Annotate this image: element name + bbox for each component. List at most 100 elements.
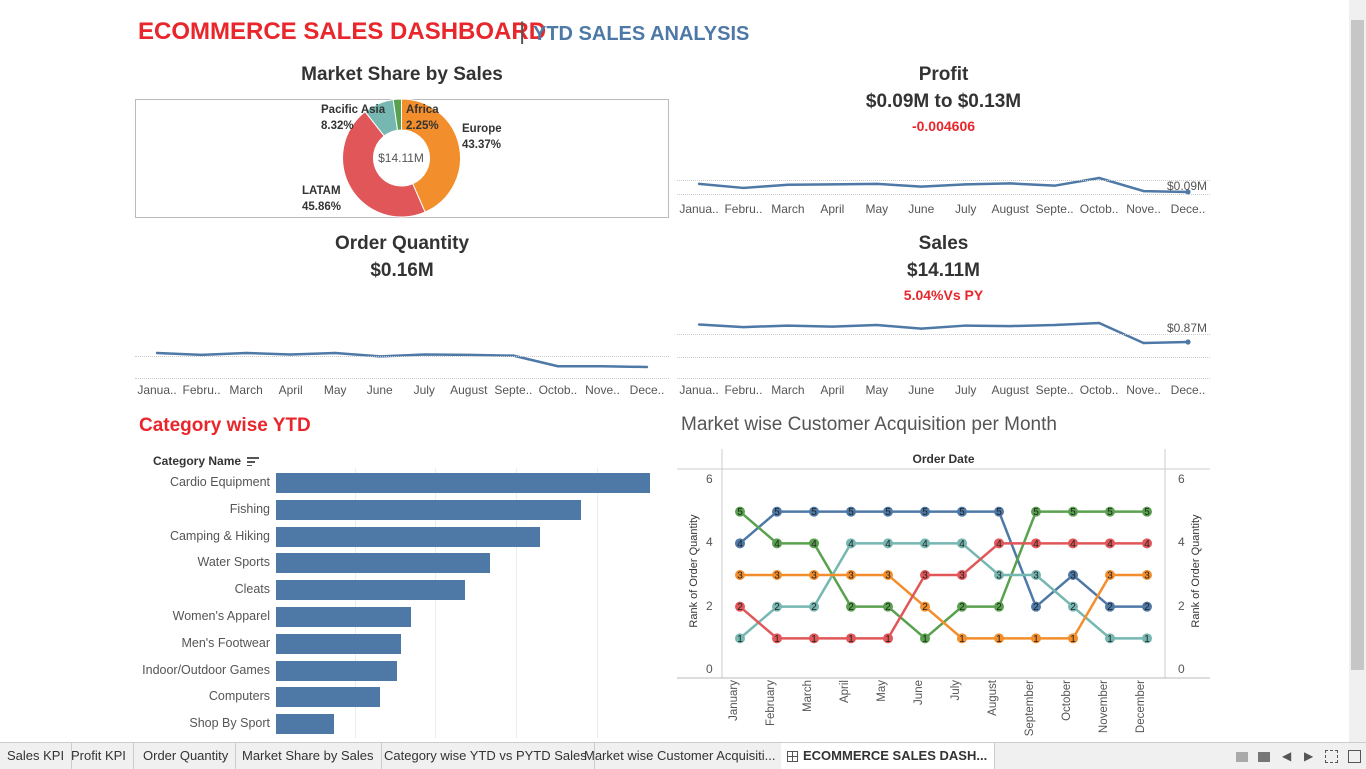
rank-point[interactable] xyxy=(994,633,1004,644)
rank-point[interactable] xyxy=(994,570,1004,580)
sparkline-point[interactable] xyxy=(964,183,967,186)
rank-point[interactable] xyxy=(1142,506,1152,517)
rank-point[interactable] xyxy=(735,538,745,549)
rank-point[interactable] xyxy=(846,633,856,644)
rank-point[interactable] xyxy=(1031,633,1041,644)
category-bar[interactable] xyxy=(276,660,398,681)
rank-series-line[interactable] xyxy=(739,542,1147,640)
sparkline-path[interactable] xyxy=(698,321,1189,345)
tab-sales-kpi[interactable]: Sales KPI xyxy=(0,743,73,769)
rank-point[interactable] xyxy=(1105,570,1115,580)
sparkline-point[interactable] xyxy=(920,327,923,330)
rank-point[interactable] xyxy=(920,601,930,612)
rank-point[interactable] xyxy=(772,506,782,517)
rank-point[interactable] xyxy=(1068,601,1078,612)
tab-profit-kpi[interactable]: Profit KPI xyxy=(64,743,134,769)
sparkline-point[interactable] xyxy=(333,351,337,355)
rank-point[interactable] xyxy=(957,633,967,644)
order-quantity-sparkline[interactable] xyxy=(135,340,669,380)
sparkline-point[interactable] xyxy=(786,183,790,186)
sparkline-point[interactable] xyxy=(786,324,790,327)
rank-point[interactable] xyxy=(883,506,893,517)
sparkline-point[interactable] xyxy=(1097,176,1101,180)
rank-point[interactable] xyxy=(883,570,893,580)
rank-point[interactable] xyxy=(920,633,930,644)
sparkline-point[interactable] xyxy=(289,353,292,356)
tab-category-ytd[interactable]: Category wise YTD vs PYTD Sales xyxy=(377,743,595,769)
category-bar[interactable] xyxy=(276,687,381,708)
category-bar[interactable] xyxy=(276,473,650,493)
rank-point[interactable] xyxy=(1068,633,1078,644)
sparkline-point[interactable] xyxy=(200,353,203,357)
rank-point[interactable] xyxy=(735,633,745,644)
rank-point[interactable] xyxy=(1105,601,1115,612)
tab-order-quantity[interactable]: Order Quantity xyxy=(136,743,237,769)
rank-point[interactable] xyxy=(1142,570,1152,580)
rank-point[interactable] xyxy=(1031,538,1041,549)
sparkline-point[interactable] xyxy=(964,324,967,327)
sparkline-point[interactable] xyxy=(645,365,649,369)
rank-point[interactable] xyxy=(809,570,819,580)
rank-point[interactable] xyxy=(1031,601,1041,612)
sparkline-point[interactable] xyxy=(1008,324,1012,328)
sparkline-point[interactable] xyxy=(875,182,879,186)
sparkline-point[interactable] xyxy=(697,182,701,186)
rank-series-line[interactable] xyxy=(740,573,1147,640)
sparkline-point[interactable] xyxy=(742,325,745,329)
sparkline-point[interactable] xyxy=(875,323,879,327)
sales-sparkline[interactable] xyxy=(677,315,1210,379)
rank-point[interactable] xyxy=(846,538,856,549)
rank-point[interactable] xyxy=(1031,506,1041,517)
sparkline-point[interactable] xyxy=(742,186,745,190)
sparkline-point[interactable] xyxy=(831,325,834,328)
rank-point[interactable] xyxy=(994,601,1004,612)
show-tabs-icon[interactable] xyxy=(1258,752,1270,762)
category-bar[interactable] xyxy=(276,607,412,627)
rank-point[interactable] xyxy=(920,538,930,549)
rank-point[interactable] xyxy=(846,601,856,612)
rank-point[interactable] xyxy=(735,506,745,517)
rank-point[interactable] xyxy=(883,601,893,612)
rank-point[interactable] xyxy=(809,506,819,517)
rank-point[interactable] xyxy=(1068,570,1078,580)
category-bar[interactable] xyxy=(276,714,334,735)
sparkline-point[interactable] xyxy=(467,353,471,357)
tab-ecommerce-dashboard[interactable]: ECOMMERCE SALES DASH... xyxy=(781,743,996,769)
sparkline-point[interactable] xyxy=(1142,189,1145,193)
rank-series-line[interactable] xyxy=(739,510,1147,609)
rank-point[interactable] xyxy=(772,601,782,612)
sort-icon[interactable] xyxy=(247,457,260,467)
rank-point[interactable] xyxy=(957,538,967,549)
rank-point[interactable] xyxy=(846,506,856,517)
rank-point[interactable] xyxy=(1105,633,1115,644)
prev-sheet-icon[interactable]: ◀ xyxy=(1282,749,1292,763)
rank-point[interactable] xyxy=(809,633,819,644)
sparkline-point[interactable] xyxy=(556,365,560,368)
sparkline-point[interactable] xyxy=(1008,182,1012,185)
rank-point[interactable] xyxy=(957,570,967,580)
rank-point[interactable] xyxy=(920,570,930,580)
sparkline-point[interactable] xyxy=(1142,341,1145,345)
full-screen-icon[interactable] xyxy=(1348,750,1361,763)
rank-point[interactable] xyxy=(994,538,1004,549)
category-bar[interactable] xyxy=(276,499,581,520)
sparkline-point[interactable] xyxy=(155,351,159,355)
profit-sparkline[interactable] xyxy=(677,172,1210,202)
sparkline-point[interactable] xyxy=(244,351,248,355)
scrollbar-thumb[interactable] xyxy=(1351,20,1364,670)
sparkline-point[interactable] xyxy=(920,185,923,188)
rank-point[interactable] xyxy=(994,506,1004,517)
rank-point[interactable] xyxy=(1031,570,1041,580)
rank-point[interactable] xyxy=(1142,633,1152,644)
category-bar[interactable] xyxy=(276,580,466,601)
rank-point[interactable] xyxy=(735,601,745,612)
rank-point[interactable] xyxy=(846,570,856,580)
sparkline-point[interactable] xyxy=(423,353,426,356)
sparkline-point[interactable] xyxy=(831,183,834,186)
sparkline-point[interactable] xyxy=(1097,321,1101,325)
sparkline-point[interactable] xyxy=(601,365,604,368)
sparkline-point[interactable] xyxy=(1185,189,1191,195)
rank-point[interactable] xyxy=(1068,506,1078,517)
rank-point[interactable] xyxy=(957,506,967,517)
category-bar[interactable] xyxy=(276,526,541,547)
